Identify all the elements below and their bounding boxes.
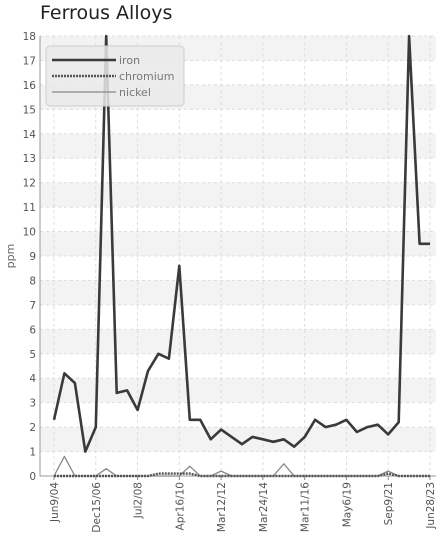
y-tick-label: 5	[29, 349, 36, 361]
plot-band	[40, 133, 436, 159]
y-tick-label: 11	[23, 202, 36, 214]
series-lines	[52, 34, 430, 478]
y-tick-label: 16	[23, 80, 37, 92]
y-tick-label: 7	[29, 300, 36, 312]
plot-band	[40, 378, 436, 403]
y-tick-label: 18	[23, 31, 36, 43]
y-tick-label: 13	[23, 153, 36, 165]
y-tick-label: 10	[23, 227, 36, 239]
x-tick-label: Apr16/10	[174, 482, 186, 530]
legend-label-nickel: nickel	[119, 86, 151, 99]
x-tick-label: Mar11/16	[300, 482, 312, 532]
series-line-chromium	[54, 472, 430, 478]
x-tick-label: Jul2/08	[133, 482, 145, 519]
series-line-nickel	[53, 455, 430, 477]
y-tick-label: 0	[29, 471, 36, 483]
plot-band	[40, 280, 436, 305]
plot-band	[40, 231, 436, 256]
y-axis-label: ppm	[4, 244, 17, 269]
y-tick-label: 14	[23, 129, 37, 141]
series-line-iron	[52, 34, 430, 453]
y-tick-label: 4	[29, 373, 36, 385]
x-axis-ticks: Jun9/04 Dec15/06 Jul2/08 Apr16/10 Mar12/12 Ma…	[49, 476, 437, 533]
x-tick-label: Jun9/04	[49, 482, 61, 523]
y-tick-label: 9	[29, 251, 36, 263]
x-tick-label: Mar12/12	[216, 482, 228, 532]
legend-label-chromium: chromium	[119, 70, 175, 83]
plot-band	[40, 329, 436, 354]
y-tick-label: 6	[29, 324, 36, 336]
x-tick-label: Sep9/21	[383, 482, 395, 525]
y-tick-label: 15	[23, 104, 36, 116]
y-tick-label: 8	[29, 275, 36, 287]
plot-band	[40, 427, 436, 452]
legend: iron chromium nickel	[45, 45, 185, 107]
x-tick-label: Dec15/06	[91, 482, 103, 533]
y-tick-label: 12	[23, 178, 36, 190]
x-tick-label: Mar24/14	[258, 482, 270, 532]
y-tick-label: 3	[29, 398, 36, 410]
x-tick-label: May6/19	[341, 482, 353, 527]
chart-title: Ferrous Alloys	[40, 2, 173, 24]
legend-label-iron: iron	[119, 54, 140, 67]
x-tick-label: Jun28/23	[425, 482, 437, 530]
plot-band	[40, 182, 436, 208]
y-tick-label: 1	[29, 447, 36, 459]
y-tick-label: 17	[23, 55, 36, 67]
y-tick-label: 2	[29, 422, 36, 434]
